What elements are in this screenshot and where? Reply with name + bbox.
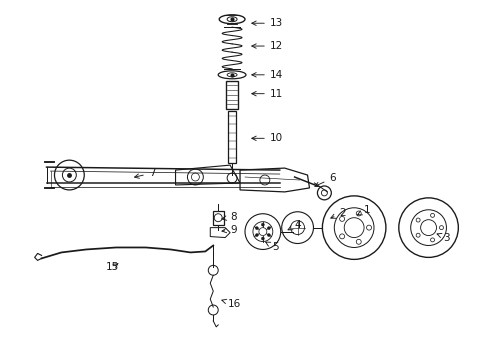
Bar	[226, 81, 238, 109]
Circle shape	[261, 223, 264, 226]
Text: 3: 3	[437, 233, 450, 243]
Circle shape	[255, 227, 258, 230]
Text: 14: 14	[252, 70, 283, 80]
Bar	[213, 211, 224, 225]
Circle shape	[268, 234, 270, 237]
Circle shape	[268, 227, 270, 230]
Text: 12: 12	[252, 41, 283, 51]
Text: 5: 5	[266, 242, 278, 252]
Bar	[228, 111, 236, 163]
Circle shape	[255, 234, 258, 237]
Text: 7: 7	[135, 168, 155, 178]
Text: 1: 1	[358, 205, 371, 215]
Text: 16: 16	[222, 299, 242, 309]
Text: 6: 6	[315, 173, 336, 186]
Text: 13: 13	[252, 18, 283, 28]
Text: 15: 15	[106, 262, 120, 272]
Text: 2: 2	[331, 208, 346, 218]
Text: 11: 11	[252, 89, 283, 99]
Text: 10: 10	[252, 133, 283, 143]
Text: 9: 9	[222, 225, 237, 235]
Text: 4: 4	[288, 220, 301, 230]
Circle shape	[261, 237, 264, 240]
Text: 8: 8	[222, 212, 237, 222]
